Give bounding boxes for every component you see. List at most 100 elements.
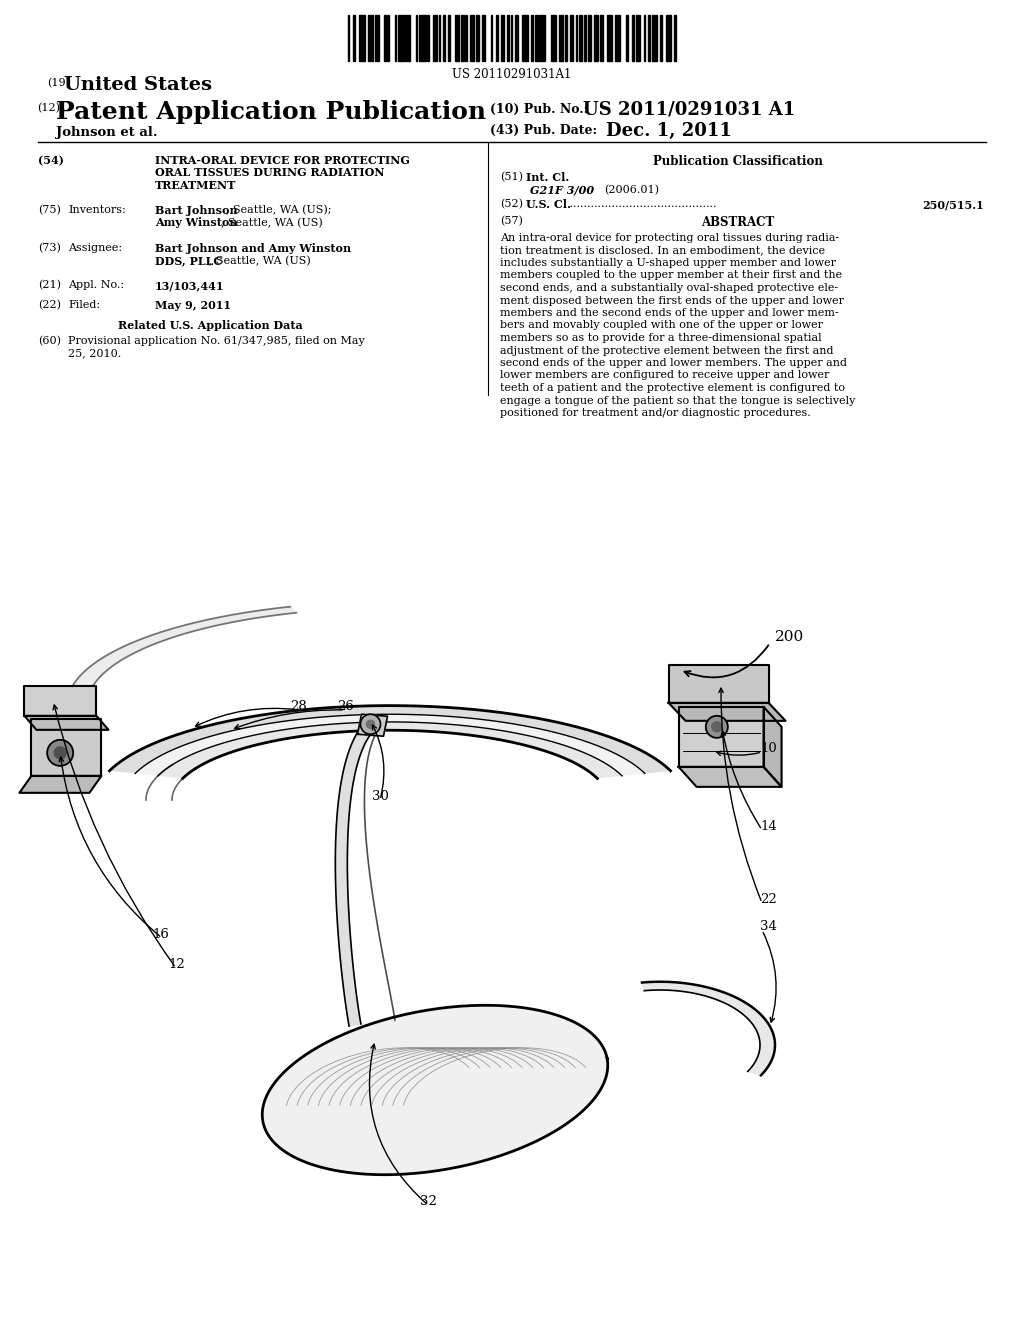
Text: 200: 200 [775,630,804,644]
Bar [439,15,440,61]
Text: US 20110291031A1: US 20110291031A1 [453,69,571,81]
Bar [627,15,628,61]
Text: includes substantially a U-shaped upper member and lower: includes substantially a U-shaped upper … [500,257,836,268]
Bar [636,15,640,61]
Bar [359,15,366,61]
Text: (52): (52) [500,199,523,210]
Text: 22: 22 [760,894,777,906]
Bar [427,15,429,61]
Bar [490,15,493,61]
Text: (21): (21) [38,280,61,290]
Polygon shape [669,702,785,721]
Circle shape [360,714,381,734]
Text: members and the second ends of the upper and lower mem-: members and the second ends of the upper… [500,308,839,318]
Text: 16: 16 [152,928,169,941]
Text: Bart Johnson: Bart Johnson [155,205,238,216]
Text: tion treatment is disclosed. In an embodiment, the device: tion treatment is disclosed. In an embod… [500,246,825,256]
Bar [433,15,436,61]
Bar [384,15,386,61]
FancyArrowPatch shape [196,709,297,726]
Bar [575,15,578,61]
Text: Publication Classification: Publication Classification [653,154,823,168]
Bar [447,15,451,61]
Bar [416,15,417,61]
Bar [387,15,389,61]
Bar [536,15,538,61]
Text: members so as to provide for a three-dimensional spatial: members so as to provide for a three-dim… [500,333,821,343]
Text: Bart Johnson and Amy Winston: Bart Johnson and Amy Winston [155,243,351,253]
Bar [580,15,582,61]
Polygon shape [679,767,781,787]
Text: 26: 26 [337,700,354,713]
Text: ABSTRACT: ABSTRACT [701,216,774,228]
Text: DDS, PLLC: DDS, PLLC [155,256,222,267]
Bar [455,15,459,61]
Text: 25, 2010.: 25, 2010. [68,348,121,359]
Bar [659,15,662,61]
Bar [375,15,379,61]
FancyArrowPatch shape [763,932,776,1022]
Bar [600,15,603,61]
Circle shape [712,722,722,731]
Bar [470,15,473,61]
Text: , Seattle, WA (US): , Seattle, WA (US) [209,256,310,265]
FancyArrowPatch shape [717,751,760,755]
Text: ment disposed between the first ends of the upper and lower: ment disposed between the first ends of … [500,296,844,305]
Bar [539,15,545,61]
Text: 14: 14 [760,820,777,833]
Polygon shape [335,727,371,1026]
Polygon shape [135,714,645,776]
Bar [594,15,598,61]
Text: US 2011/0291031 A1: US 2011/0291031 A1 [583,102,796,119]
Polygon shape [679,706,764,767]
Text: 32: 32 [420,1195,437,1208]
FancyArrowPatch shape [234,710,342,729]
Text: 10: 10 [760,742,777,755]
Circle shape [47,739,73,766]
Text: (73): (73) [38,243,60,253]
Bar [465,15,467,61]
Text: (75): (75) [38,205,60,215]
Text: (51): (51) [500,172,523,182]
Text: Patent Application Publication: Patent Application Publication [56,100,486,124]
Text: United States: United States [63,77,212,94]
Bar [476,15,478,61]
Text: (43) Pub. Date:: (43) Pub. Date: [490,124,597,137]
Bar [615,15,621,61]
Polygon shape [158,722,622,779]
Bar [507,15,509,61]
Bar [406,15,410,61]
Bar [585,15,586,61]
Circle shape [367,721,375,729]
Text: G21F 3/00: G21F 3/00 [530,185,594,195]
FancyArrowPatch shape [370,1044,426,1203]
Text: (19): (19) [47,78,70,88]
FancyArrowPatch shape [59,758,160,936]
Circle shape [706,715,728,738]
Bar [675,15,676,61]
Text: 12: 12 [168,958,184,972]
Text: 13/103,441: 13/103,441 [155,280,224,290]
Text: (10) Pub. No.:: (10) Pub. No.: [490,103,588,116]
Polygon shape [25,686,96,715]
Bar [558,15,563,61]
Text: Amy Winston: Amy Winston [155,218,238,228]
Text: engage a tongue of the patient so that the tongue is selectively: engage a tongue of the patient so that t… [500,396,855,405]
Polygon shape [25,715,109,730]
Text: 34: 34 [760,920,777,933]
Bar [398,15,404,61]
Circle shape [54,747,67,759]
Text: second ends of the upper and lower members. The upper and: second ends of the upper and lower membe… [500,358,847,368]
Text: lower members are configured to receive upper and lower: lower members are configured to receive … [500,371,829,380]
Bar [511,15,512,61]
Text: (60): (60) [38,337,61,346]
Polygon shape [67,607,296,705]
Text: Filed:: Filed: [68,300,100,310]
Text: members coupled to the upper member at their first and the: members coupled to the upper member at t… [500,271,842,281]
Bar [482,15,484,61]
Text: May 9, 2011: May 9, 2011 [155,300,231,312]
Bar [648,15,649,61]
Bar [531,15,532,61]
Text: ORAL TISSUES DURING RADIATION: ORAL TISSUES DURING RADIATION [155,168,384,178]
Bar [461,15,464,61]
